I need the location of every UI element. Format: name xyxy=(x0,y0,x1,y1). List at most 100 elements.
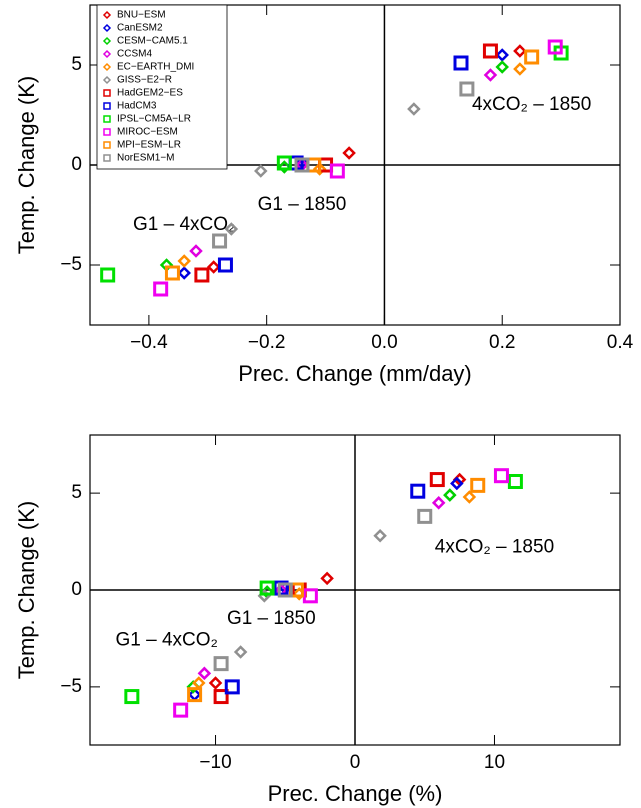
marker xyxy=(462,490,477,504)
marker xyxy=(450,476,464,491)
legend-marker xyxy=(103,154,111,162)
legend-marker xyxy=(103,89,111,97)
legend-box xyxy=(96,4,228,170)
marker xyxy=(429,472,445,488)
marker xyxy=(224,679,240,695)
x-axis-label: Prec. Change (%) xyxy=(268,781,443,806)
annotation: G1 – 4xCO₂ xyxy=(115,629,217,650)
marker xyxy=(410,483,426,499)
legend-label: IPSL−CM5A−LR xyxy=(117,114,191,125)
marker xyxy=(208,676,223,690)
y-tick-label: 0 xyxy=(71,154,82,175)
marker xyxy=(524,49,540,65)
marker xyxy=(217,257,233,273)
marker xyxy=(294,157,310,173)
legend-marker xyxy=(102,10,112,20)
marker xyxy=(187,687,203,703)
marker xyxy=(213,689,229,705)
marker xyxy=(443,488,457,502)
marker xyxy=(459,81,475,97)
marker xyxy=(276,155,292,171)
marker xyxy=(177,266,191,280)
legend-label: CCSM4 xyxy=(117,49,152,60)
legend-marker xyxy=(102,36,112,46)
legend-marker xyxy=(103,102,111,110)
marker xyxy=(197,666,212,681)
marker xyxy=(273,580,289,596)
legend-label: CanESM2 xyxy=(117,23,163,34)
marker xyxy=(277,160,292,174)
marker xyxy=(259,580,275,596)
legend-marker xyxy=(102,75,112,85)
marker xyxy=(277,582,293,598)
legend-marker xyxy=(103,141,111,149)
marker xyxy=(233,645,248,659)
marker xyxy=(470,477,486,493)
y-tick-label: 5 xyxy=(71,54,82,75)
marker xyxy=(153,281,169,297)
annotation: G1 – 1850 xyxy=(227,608,316,629)
y-tick-label: −5 xyxy=(60,254,82,275)
x-axis-label: Prec. Change (mm/day) xyxy=(238,361,472,386)
legend-label: CESM−CAM5.1 xyxy=(117,36,188,47)
annotation: G1 – 1850 xyxy=(258,194,347,215)
x-tick-label: 0.4 xyxy=(607,332,634,353)
legend-marker xyxy=(102,23,112,33)
legend-marker xyxy=(102,49,112,59)
y-tick-label: 5 xyxy=(71,482,82,503)
marker xyxy=(507,474,523,489)
marker xyxy=(431,496,446,510)
legend-label: HadGEM2−ES xyxy=(117,88,183,99)
marker xyxy=(312,162,327,176)
marker xyxy=(177,254,191,268)
marker xyxy=(417,508,433,524)
legend-label: MIROC−ESM xyxy=(117,127,178,138)
marker xyxy=(493,468,509,484)
marker xyxy=(224,222,239,236)
marker xyxy=(164,265,180,281)
legend-label: NorESM1−M xyxy=(117,153,175,164)
marker xyxy=(342,146,356,160)
marker xyxy=(254,164,268,178)
marker xyxy=(100,267,116,283)
marker xyxy=(206,260,221,274)
marker xyxy=(173,702,189,718)
marker xyxy=(407,102,421,116)
x-tick-label: −0.2 xyxy=(248,332,286,353)
marker xyxy=(483,68,498,82)
x-tick-label: 0 xyxy=(350,752,361,773)
x-tick-label: 0.0 xyxy=(371,332,397,353)
marker xyxy=(482,43,498,59)
x-tick-label: −0.4 xyxy=(130,332,168,353)
marker xyxy=(513,62,527,76)
legend-marker xyxy=(102,62,112,72)
marker xyxy=(189,244,203,258)
legend-marker xyxy=(103,128,111,136)
legend-label: GISS−E2−R xyxy=(117,75,172,86)
x-tick-label: 10 xyxy=(484,752,505,773)
marker xyxy=(495,48,509,62)
marker xyxy=(547,39,563,55)
annotation: 4xCO₂ – 1850 xyxy=(435,536,554,557)
marker xyxy=(329,163,345,179)
marker xyxy=(453,55,469,71)
marker xyxy=(373,528,387,543)
y-axis-label: Temp. Change (K) xyxy=(14,501,39,680)
annotation: G1 – 4xCO₂ xyxy=(133,214,235,235)
y-tick-label: 0 xyxy=(71,579,82,600)
legend-label: MPI−ESM−LR xyxy=(117,140,181,151)
legend-label: HadCM3 xyxy=(117,101,157,112)
y-axis-label: Temp. Change (K) xyxy=(14,76,39,255)
legend-marker xyxy=(103,115,111,123)
legend-label: BNU−ESM xyxy=(117,10,166,21)
marker xyxy=(513,44,527,58)
annotation: 4xCO₂ – 1850 xyxy=(472,94,591,115)
marker xyxy=(302,588,318,604)
marker xyxy=(213,656,229,672)
y-tick-label: −5 xyxy=(60,676,82,697)
marker xyxy=(495,60,509,74)
marker xyxy=(320,571,334,586)
marker xyxy=(192,676,206,690)
marker xyxy=(194,267,210,283)
